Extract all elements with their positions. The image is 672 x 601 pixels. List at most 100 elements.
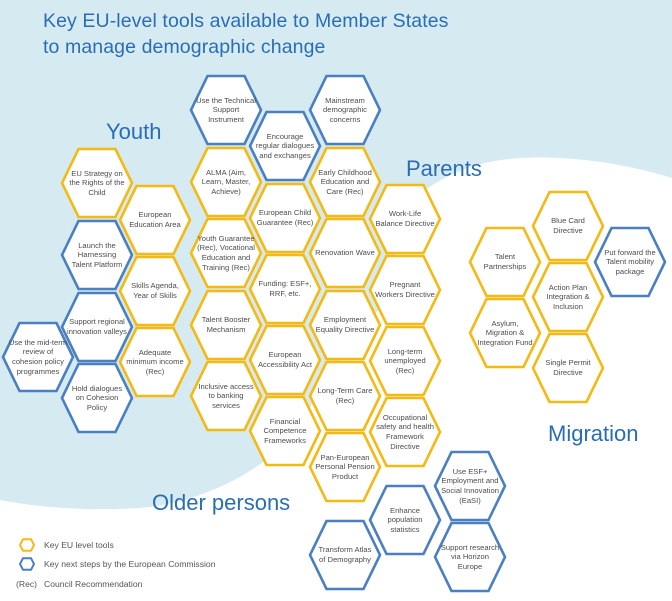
hexagon-label: Talent Booster Mechanism xyxy=(201,315,251,334)
hexagon-youth-guarantee: Youth Guarantee (Rec), Vocational Educat… xyxy=(189,217,263,289)
hexagon-yellow-outline-icon xyxy=(189,217,263,289)
hexagon-yellow-outline-icon xyxy=(118,326,192,398)
group-label-parents: Parents xyxy=(406,156,482,181)
hexagon-talent-mobility: Put forward the Talent mobility package xyxy=(593,226,667,298)
hexagon-label: European Education Area xyxy=(129,210,181,229)
hexagon-yellow-outline-icon xyxy=(531,332,605,404)
legend-rec-meaning: Council Recommendation xyxy=(44,578,143,589)
hexagon-yellow-outline-icon xyxy=(118,184,192,256)
title-line-1: Key EU-level tools available to Member S… xyxy=(43,10,449,32)
hexagon-label: Mainstream demographic concerns xyxy=(323,95,367,124)
hexagon-label: Enhance population statistics xyxy=(387,505,423,534)
hexagon-renovation-wave: Renovation Wave xyxy=(308,217,382,289)
hexagon-yellow-outline-icon xyxy=(308,289,382,361)
hexagon-label: Launch the Harnessing Talent Platform xyxy=(71,240,123,269)
title-line-2: to manage demographic change xyxy=(43,36,326,58)
hexagon-label: Early Childhood Education and Care (Rec) xyxy=(318,167,372,196)
hexagon-yellow-outline-icon xyxy=(248,324,322,396)
hexagon-osh-framework: Occupational safety and health Framework… xyxy=(368,396,442,468)
hexagon-label: Long-Term Care (Rec) xyxy=(317,386,373,405)
hexagon-european-child-guarantee: European Child Guarantee (Rec) xyxy=(248,182,322,254)
hexagon-amif: Asylum, Migration & Integration Fund xyxy=(468,297,542,369)
hexagon-label: Inclusive access to banking services xyxy=(198,381,254,410)
hexagon-label: Action Plan Integration & Inclusion xyxy=(546,282,590,311)
hexagon-label: Blue Card Directive xyxy=(551,216,585,235)
hexagon-yellow-outline-icon xyxy=(368,325,442,397)
hexagon-action-plan-integration: Action Plan Integration & Inclusion xyxy=(531,261,605,333)
hexagon-population-statistics: Enhance population statistics xyxy=(368,484,442,556)
hexagon-yellow-outline-icon xyxy=(368,254,442,326)
hexagon-work-life-balance: Work-Life Balance Directive xyxy=(368,183,442,255)
hexagon-accessibility-act: European Accessibility Act xyxy=(248,324,322,396)
hexagon-blue-outline-icon xyxy=(308,519,382,591)
hexagon-yellow-outline-icon xyxy=(308,146,382,218)
hexagon-label: Funding: ESF+, RRF, etc. xyxy=(258,279,312,298)
hexagon-alma: ALMA (Aim, Learn, Master, Achieve) xyxy=(189,146,263,218)
blue-hexagon-icon xyxy=(16,557,38,572)
hexagon-label: Youth Guarantee (Rec), Vocational Educat… xyxy=(197,233,255,272)
hexagon-yellow-outline-icon xyxy=(308,360,382,432)
hexagon-label: Talent Partnerships xyxy=(483,252,527,271)
hexagon-technical-support: Use the Technical Support Instrument xyxy=(189,74,263,146)
legend: Key EU level tools Key next steps by the… xyxy=(16,535,216,594)
hexagon-yellow-outline-icon xyxy=(368,396,442,468)
hexagon-eu-strategy-child: EU Strategy on the Rights of the Child xyxy=(60,147,134,219)
hexagon-yellow-outline-icon xyxy=(531,261,605,333)
hexagon-yellow-outline-icon xyxy=(368,183,442,255)
hexagon-long-term-unemployed: Long-term unemployed (Rec) xyxy=(368,325,442,397)
hexagon-label: Use the Technical Support Instrument xyxy=(196,95,256,124)
hexagon-blue-outline-icon xyxy=(189,74,263,146)
yellow-hexagon-icon xyxy=(16,537,38,552)
hexagon-cohesion-dialogues: Hold dialogues on Cohesion Policy xyxy=(60,362,134,434)
hexagon-label: Skills Agenda, Year of Skills xyxy=(131,281,179,300)
hexagon-funding: Funding: ESF+, RRF, etc. xyxy=(248,253,322,325)
hexagon-blue-outline-icon xyxy=(433,521,507,593)
hexagon-label: Employment Equality Directive xyxy=(315,315,375,334)
hexagon-pan-european-pension: Pan-European Personal Pension Product xyxy=(308,431,382,503)
group-label-migration: Migration xyxy=(548,421,639,446)
hexagon-label: Encourage regular dialogues and exchange… xyxy=(255,131,315,160)
hexagon-label: Put forward the Talent mobility package xyxy=(604,247,656,276)
legend-next-steps-label: Key next steps by the European Commissio… xyxy=(44,559,216,570)
hexagon-label: Long-term unemployed (Rec) xyxy=(384,346,426,375)
hexagon-label: Single Permit Directive xyxy=(545,358,591,377)
hexagon-mainstream-demographic: Mainstream demographic concerns xyxy=(308,74,382,146)
hexagon-yellow-outline-icon xyxy=(60,147,134,219)
hexagon-yellow-outline-icon xyxy=(531,190,605,262)
group-label-older-persons: Older persons xyxy=(152,490,291,515)
hexagon-employment-equality: Employment Equality Directive xyxy=(308,289,382,361)
hexagon-atlas-demography: Transform Atlas of Demography xyxy=(308,519,382,591)
hexagon-blue-outline-icon xyxy=(308,74,382,146)
hexagon-regional-innovation: Support regional innovation valleys xyxy=(60,291,134,363)
hexagon-yellow-outline-icon xyxy=(248,182,322,254)
hexagon-label: Adequate minimum income (Rec) xyxy=(126,347,184,376)
hexagon-financial-competence: Financial Competence Frameworks xyxy=(248,395,322,467)
hexagon-blue-outline-icon xyxy=(60,362,134,434)
hexagon-label: Use the mid-term review of cohesion poli… xyxy=(8,337,68,376)
hexagon-blue-outline-icon xyxy=(433,450,507,522)
legend-item-key-tools: Key EU level tools xyxy=(16,535,216,555)
hexagon-label: Occupational safety and health Framework… xyxy=(376,412,434,451)
legend-rec-abbr: (Rec) xyxy=(16,578,38,589)
legend-key-tools-label: Key EU level tools xyxy=(44,539,114,550)
hexagon-yellow-outline-icon xyxy=(308,217,382,289)
hexagon-yellow-outline-icon xyxy=(118,255,192,327)
hexagon-blue-outline-icon xyxy=(60,291,134,363)
hexagon-label: Pan-European Personal Pension Product xyxy=(315,452,375,481)
hexagon-blue-outline-icon xyxy=(60,219,134,291)
hexagon-long-term-care: Long-Term Care (Rec) xyxy=(308,360,382,432)
hexagon-pregnant-workers: Pregnant Workers Directive xyxy=(368,254,442,326)
hexagon-inclusive-banking: Inclusive access to banking services xyxy=(189,360,263,432)
hexagon-talent-partnerships: Talent Partnerships xyxy=(468,226,542,298)
hexagon-label: Hold dialogues on Cohesion Policy xyxy=(71,383,123,412)
hexagon-adequate-minimum-income: Adequate minimum income (Rec) xyxy=(118,326,192,398)
hexagon-label: Support research via Horizon Europe xyxy=(440,542,500,571)
hexagon-label: European Child Guarantee (Rec) xyxy=(256,208,314,227)
hexagon-horizon-research: Support research via Horizon Europe xyxy=(433,521,507,593)
hexagon-harnessing-talent: Launch the Harnessing Talent Platform xyxy=(60,219,134,291)
legend-item-rec: (Rec) Council Recommendation xyxy=(16,574,216,594)
hexagon-yellow-outline-icon xyxy=(248,395,322,467)
hexagon-european-education-area: European Education Area xyxy=(118,184,192,256)
hexagon-early-childhood: Early Childhood Education and Care (Rec) xyxy=(308,146,382,218)
